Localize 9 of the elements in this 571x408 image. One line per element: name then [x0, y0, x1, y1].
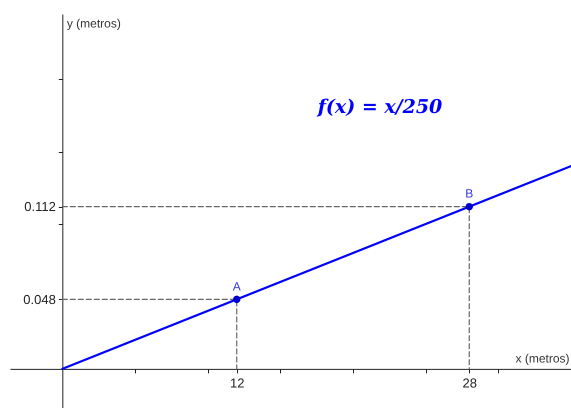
y-tick-label: 0.112	[24, 199, 56, 214]
annotation: f(x) = x/250	[316, 96, 442, 118]
x-axis-title: x (metros)	[516, 351, 570, 366]
x-tick-label: 12	[230, 375, 244, 390]
annotation: B	[465, 186, 474, 201]
annotation: A	[232, 279, 241, 294]
x-tick-label: 28	[462, 375, 477, 390]
y-axis-title: y (metros)	[66, 16, 121, 30]
y-tick-label: 0.048	[23, 292, 56, 307]
